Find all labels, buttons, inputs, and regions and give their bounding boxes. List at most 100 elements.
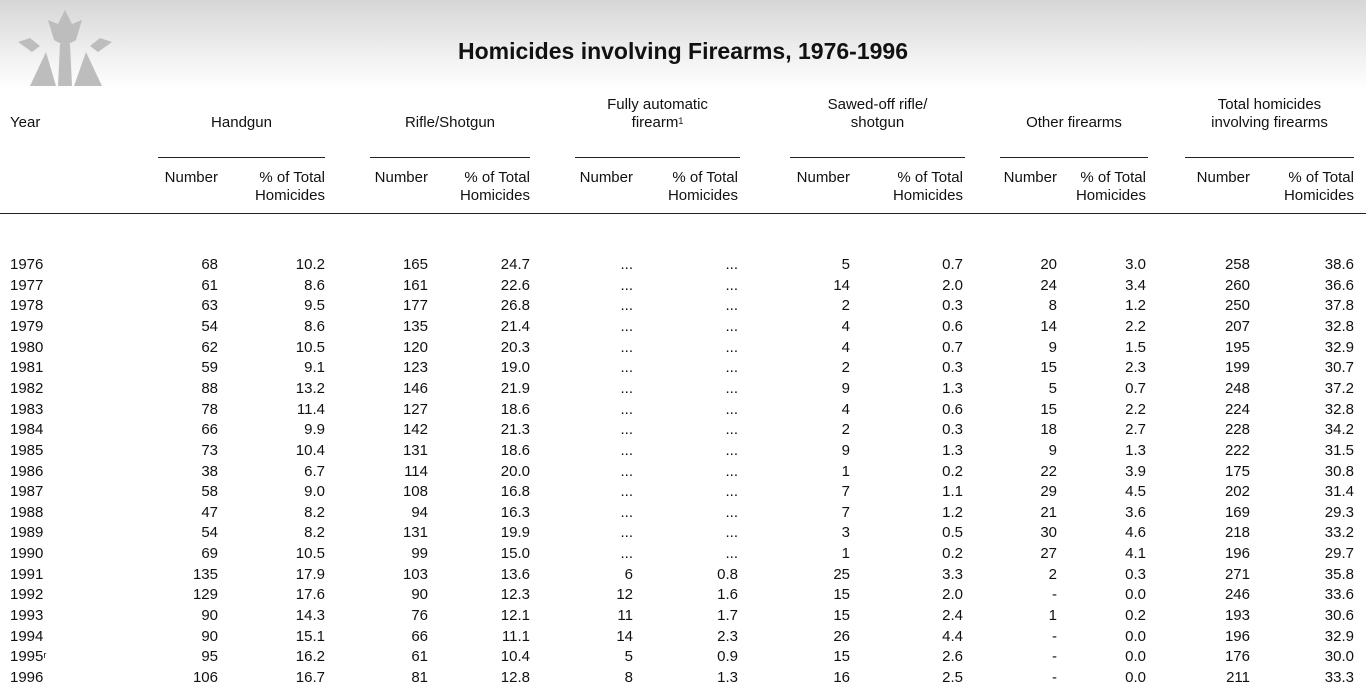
data-cell: 20.0 [500, 462, 530, 480]
data-cell: 2.7 [1125, 421, 1146, 439]
data-cell: ... [620, 317, 633, 335]
data-cell: 54 [201, 317, 218, 335]
data-cell: 4 [841, 338, 850, 356]
data-cell: 135 [192, 565, 218, 583]
data-cell: 12.8 [500, 669, 530, 686]
data-cell: 8 [624, 669, 633, 686]
data-cell: 175 [1224, 462, 1250, 480]
data-cell: 27 [1040, 545, 1057, 563]
group-header: firearm1 [631, 114, 684, 131]
year-cell: 1981 [10, 359, 44, 377]
data-cell: 176 [1224, 648, 1250, 666]
subheader-number: Number [1003, 169, 1057, 186]
data-cell: 21.3 [500, 421, 530, 439]
header-band [0, 0, 1366, 90]
data-cell: 66 [411, 627, 428, 645]
data-cell: 20.3 [500, 338, 530, 356]
footnote-mark: r [43, 650, 47, 661]
data-cell: ... [620, 400, 633, 418]
subheader-number: Number [579, 169, 633, 186]
data-cell: 6 [624, 565, 633, 583]
data-cell: 1.7 [717, 607, 738, 625]
data-cell: 4.4 [942, 627, 963, 645]
data-cell: 21.9 [500, 379, 530, 397]
subheader-number: Number [164, 169, 218, 186]
data-cell: 2 [841, 421, 850, 439]
data-cell: ... [620, 256, 633, 273]
data-cell: 47 [201, 503, 218, 521]
data-cell: 9.0 [304, 483, 325, 501]
data-cell: 5 [841, 256, 850, 273]
group-header: Rifle/Shotgun [404, 114, 496, 131]
data-cell: 30.7 [1324, 359, 1354, 377]
data-cell: ... [620, 441, 633, 459]
data-cell: ... [725, 400, 738, 418]
data-cell: 76 [411, 607, 428, 625]
data-cell: 16.7 [295, 669, 325, 686]
year-cell: 1995r [10, 648, 47, 666]
data-cell: ... [725, 524, 738, 542]
data-cell: ... [620, 421, 633, 439]
data-cell: 90 [411, 586, 428, 604]
data-cell: ... [725, 379, 738, 397]
data-cell: 12.3 [500, 586, 530, 604]
data-cell: 1.2 [1125, 297, 1146, 315]
data-cell: 13.2 [295, 379, 325, 397]
data-cell: 12.1 [500, 607, 530, 625]
group-header: involving firearms [1211, 114, 1328, 131]
data-cell: 1 [1048, 607, 1057, 625]
data-cell: ... [725, 338, 738, 356]
data-cell: 11 [617, 607, 633, 625]
year-cell: 1979 [10, 317, 44, 335]
year-cell: 1987 [10, 483, 44, 501]
year-cell: 1994 [10, 627, 44, 645]
data-cell: 63 [201, 297, 218, 315]
data-cell: 3.3 [942, 565, 963, 583]
data-cell: ... [725, 421, 738, 439]
data-cell: 11.1 [501, 627, 530, 645]
data-cell: 38 [201, 462, 218, 480]
data-cell: 1.3 [942, 441, 963, 459]
data-cell: 146 [402, 379, 428, 397]
data-cell: 17.9 [295, 565, 325, 583]
data-cell: 258 [1224, 256, 1250, 273]
data-cell: 3 [841, 524, 850, 542]
data-cell: 4.6 [1125, 524, 1146, 542]
subheader-percent: Homicides [892, 187, 963, 204]
data-cell: 33.3 [1324, 669, 1354, 686]
year-cell: 1996 [10, 669, 44, 686]
data-cell: ... [725, 545, 738, 563]
data-cell: 260 [1224, 276, 1250, 294]
data-cell: 0.7 [1125, 379, 1146, 397]
subheader-percent: Homicides [254, 187, 325, 204]
data-cell: ... [620, 483, 633, 501]
group-header: shotgun [850, 114, 905, 131]
data-cell: 54 [201, 524, 218, 542]
data-cell: 9.5 [304, 297, 325, 315]
data-cell: 4.1 [1125, 545, 1146, 563]
subheader-percent: % of Total [259, 169, 325, 186]
data-cell: ... [620, 545, 633, 563]
data-cell: 10.2 [295, 256, 325, 273]
data-cell: 61 [201, 276, 218, 294]
data-cell: 73 [201, 441, 218, 459]
data-cell: 7 [841, 483, 850, 501]
data-cell: 1.3 [1125, 441, 1146, 459]
data-cell: 32.8 [1324, 317, 1354, 335]
year-cell: 1984 [10, 421, 44, 439]
year-cell: 1982 [10, 379, 44, 397]
data-cell: 31.5 [1324, 441, 1354, 459]
data-cell: ... [725, 503, 738, 521]
data-cell: 120 [402, 338, 428, 356]
data-cell: 19.0 [500, 359, 530, 377]
data-cell: 0.0 [1125, 627, 1146, 645]
data-cell: 21.4 [500, 317, 530, 335]
data-cell: 37.2 [1324, 379, 1354, 397]
data-cell: 30.8 [1324, 462, 1354, 480]
data-cell: 14 [1040, 317, 1057, 335]
data-cell: ... [620, 297, 633, 315]
subheader-number: Number [1196, 169, 1250, 186]
data-cell: 25 [833, 565, 850, 583]
data-cell: 62 [201, 338, 218, 356]
data-cell: 2.6 [942, 648, 963, 666]
